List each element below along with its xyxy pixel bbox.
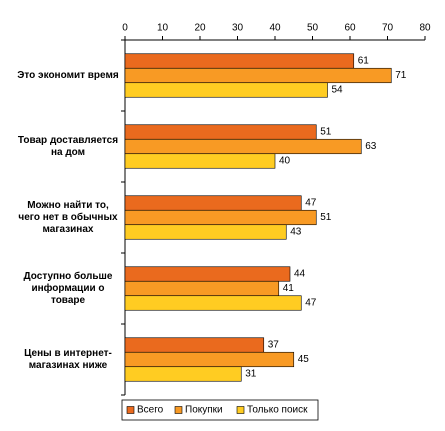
bar: [124, 280, 280, 297]
value-label: 47: [305, 198, 317, 209]
value-label: 31: [245, 369, 257, 380]
bar: [124, 337, 265, 353]
category-label: Цены в интернет-магазинах ниже: [24, 347, 112, 371]
bar: [124, 138, 362, 155]
x-tick-label: 10: [157, 23, 169, 34]
bar: [124, 266, 291, 282]
x-tick-label: 60: [344, 23, 356, 34]
value-label: 45: [298, 354, 310, 365]
category-label: Доступно больше информации о товаре: [23, 270, 113, 306]
value-label: 71: [395, 70, 407, 81]
legend-label: Покупки: [185, 405, 223, 416]
x-tick-label: 40: [269, 23, 281, 34]
bar: [124, 366, 242, 382]
value-label: 51: [320, 127, 332, 138]
x-tick-label: 70: [382, 23, 394, 34]
x-tick-label: 20: [194, 23, 206, 34]
bar: [124, 224, 287, 240]
value-label: 37: [268, 340, 280, 351]
legend-swatch: [174, 406, 183, 414]
legend-swatch: [126, 406, 135, 414]
value-label: 63: [365, 141, 377, 152]
value-label: 47: [305, 298, 317, 309]
bar: [124, 195, 302, 211]
value-label: 44: [294, 269, 306, 280]
value-label: 41: [283, 283, 295, 294]
value-label: 51: [320, 212, 332, 223]
bar: [124, 67, 392, 84]
x-tick-label: 80: [419, 23, 431, 34]
value-label: 61: [358, 56, 370, 67]
bar: [124, 295, 302, 311]
category-label: Можно найти то, чего нет в обычных магаз…: [18, 199, 118, 235]
value-label: 40: [279, 156, 291, 167]
value-label: 54: [332, 85, 344, 96]
bar: [124, 209, 317, 226]
x-tick-label: 0: [122, 23, 128, 34]
legend-box: [121, 399, 319, 421]
bar: [124, 53, 355, 69]
bar: [124, 153, 276, 169]
value-label: 43: [290, 227, 302, 238]
legend-label: Всего: [137, 405, 164, 416]
bar: [124, 124, 317, 140]
x-tick-label: 30: [232, 23, 244, 34]
x-tick-label: 50: [307, 23, 319, 34]
category-label: Товар доставляется на дом: [17, 134, 119, 158]
category-label: Это экономит время: [17, 69, 119, 81]
bar: [124, 82, 328, 98]
legend-swatch: [236, 406, 245, 414]
bar: [124, 351, 295, 368]
legend-label: Только поиск: [247, 405, 308, 416]
